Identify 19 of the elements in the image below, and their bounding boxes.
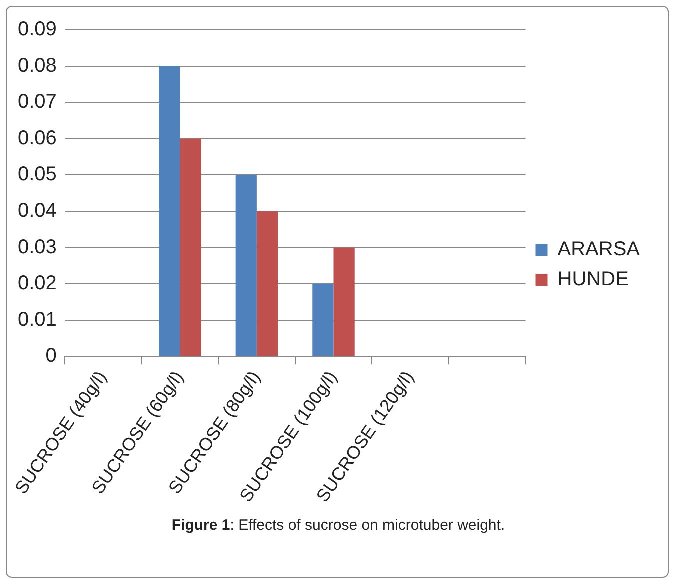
y-tick-label: 0.04 — [18, 200, 57, 222]
y-tick-label: 0.08 — [18, 54, 57, 77]
y-tick-label: 0.03 — [18, 236, 57, 258]
legend-label: ARARSA — [558, 238, 641, 261]
y-tick-label: 0.01 — [18, 308, 57, 331]
bar — [180, 138, 202, 356]
legend-label: HUNDE — [558, 268, 629, 291]
bar — [334, 248, 355, 356]
y-tick-label: 0.07 — [18, 91, 57, 114]
y-tick-label: 0.06 — [18, 127, 57, 150]
bar — [236, 175, 257, 356]
y-tick-label: 0 — [46, 345, 57, 368]
bar — [256, 211, 278, 356]
y-tick-label: 0.02 — [18, 272, 57, 295]
bar — [159, 66, 180, 356]
text: Figure 1: Effects of sucrose on microtuber weight. — [170, 517, 506, 534]
bar — [312, 284, 334, 356]
y-tick-label: 0.09 — [18, 18, 57, 41]
y-tick-label: 0.05 — [18, 164, 57, 186]
